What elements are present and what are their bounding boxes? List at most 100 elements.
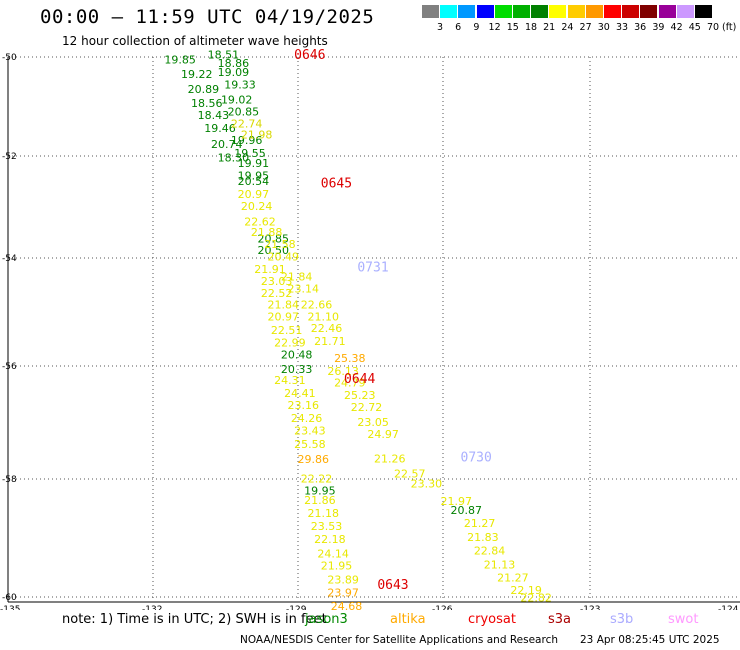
color-swatch <box>549 5 567 18</box>
data-point-label: 22.46 <box>311 322 343 335</box>
color-swatch <box>622 5 640 18</box>
data-point-label: 21.10 <box>307 310 339 323</box>
data-point-label: 19.55 <box>234 147 266 160</box>
x-tick-label: -135 <box>0 605 20 610</box>
data-point-label: 22.66 <box>301 298 333 311</box>
data-point-label: 20.85 <box>258 233 290 246</box>
data-point-label: 23.53 <box>311 520 343 533</box>
data-point-label: 19.09 <box>218 66 250 79</box>
color-swatch <box>695 5 712 18</box>
satellite-legend-jason3: jason3 <box>305 612 348 627</box>
data-point-label: 25.38 <box>334 352 366 365</box>
data-point-label: 18.86 <box>218 57 250 70</box>
data-point-label: 21.86 <box>304 494 336 507</box>
data-point-label: 19.95 <box>238 170 270 183</box>
data-point-label: 20.87 <box>451 504 483 517</box>
data-point-label: 21.95 <box>321 560 353 573</box>
data-point-label: 23.14 <box>287 283 319 296</box>
data-point-label: 19.85 <box>164 54 196 67</box>
track-time-label: 0731 <box>357 260 388 275</box>
color-swatch-label: 27 <box>579 22 592 33</box>
data-point-label: 20.33 <box>281 363 313 376</box>
color-swatch <box>658 5 676 18</box>
data-point-label: 19.22 <box>181 68 213 81</box>
data-point-label: 20.24 <box>241 200 273 213</box>
units-note: note: 1) Time is in UTC; 2) SWH is in fe… <box>62 612 327 627</box>
data-point-label: 18.43 <box>198 109 230 122</box>
data-point-label: 24.31 <box>274 374 306 387</box>
data-point-label: 29.86 <box>297 453 329 466</box>
data-point-label: 23.30 <box>411 478 443 491</box>
data-point-label: 22.99 <box>274 336 306 349</box>
data-point-label: 23.43 <box>294 424 326 437</box>
wave-height-plot: -50 -52 -54 -56 -58 -60 -135 -132 -129 -126 -123 -1… <box>0 48 740 610</box>
color-swatch-label: 45 <box>688 22 701 33</box>
satellite-legend-altika: altika <box>390 612 426 627</box>
data-point-label: 20.97 <box>268 310 300 323</box>
footer-credit: NOAA/NESDIS Center for Satellite Applica… <box>240 634 558 646</box>
y-tick-label: -56 <box>2 362 17 372</box>
color-swatch-label: 21 <box>543 22 556 33</box>
color-scale-unit: (ft) <box>722 22 737 33</box>
data-point-label: 24.26 <box>291 412 323 425</box>
data-point-label: 22.74 <box>231 118 263 131</box>
data-point-label: 23.89 <box>327 574 359 587</box>
data-point-label: 22.52 <box>261 287 293 300</box>
data-point-label: 20.97 <box>238 188 270 201</box>
data-point-label: 21.84 <box>268 298 300 311</box>
data-point-label: 25.23 <box>344 389 376 402</box>
y-tick-label: -50 <box>2 53 17 63</box>
data-point-label: 21.98 <box>241 128 273 141</box>
data-point-label: 23.16 <box>287 399 319 412</box>
data-point-label: 26.13 <box>327 365 359 378</box>
x-tick-label: -123 <box>580 605 600 610</box>
data-point-label: 18.51 <box>208 49 240 62</box>
y-tick-label: -52 <box>2 152 17 162</box>
color-swatch-label: 6 <box>455 22 462 33</box>
track-time-label: 0645 <box>321 176 352 191</box>
data-point-label: 21.27 <box>464 517 496 530</box>
x-tick-label: -124 <box>718 605 739 610</box>
color-swatch-label: 12 <box>488 22 501 33</box>
data-point-label: 20.48 <box>281 348 313 361</box>
data-point-label: 21.83 <box>467 531 499 544</box>
color-swatch-label: 33 <box>615 22 629 33</box>
color-swatch <box>585 5 603 18</box>
color-swatch-label: 30 <box>597 22 610 33</box>
satellite-legend-swot: swot <box>668 612 699 627</box>
data-point-label: 22.19 <box>510 584 542 597</box>
color-swatch-label: 15 <box>506 22 519 33</box>
y-tick-label: -54 <box>2 254 17 264</box>
color-swatch <box>513 5 530 18</box>
data-point-label: 23.97 <box>327 587 359 600</box>
x-tick-label: -126 <box>432 605 453 610</box>
data-point-label: 25.58 <box>294 438 326 451</box>
data-point-label: 19.91 <box>238 157 270 170</box>
data-point-label: 20.74 <box>211 138 243 151</box>
color-swatch <box>676 5 694 18</box>
data-point-label: 19.95 <box>304 485 336 498</box>
color-swatch <box>567 5 585 18</box>
color-swatch <box>476 5 494 18</box>
color-swatch <box>494 5 512 18</box>
y-tick-label: -58 <box>2 475 17 485</box>
color-swatch-label: 18 <box>524 22 538 33</box>
data-point-label: 18.30 <box>218 151 250 164</box>
track-time-label: 0730 <box>461 451 492 466</box>
data-point-label: 22.18 <box>314 533 346 546</box>
data-point-label: 21.13 <box>484 559 516 572</box>
satellite-legend-s3a: s3a <box>548 612 572 627</box>
color-swatch <box>604 5 621 18</box>
color-swatch-label: 24 <box>561 22 574 33</box>
data-point-label: 22.84 <box>474 544 506 557</box>
color-swatch <box>531 5 549 18</box>
data-point-label: 22.82 <box>520 592 552 605</box>
color-swatch <box>422 5 439 18</box>
footer-date: 23 Apr 08:25:45 UTC 2025 <box>580 634 720 646</box>
color-swatch <box>458 5 476 18</box>
track-time-label: 0644 <box>344 372 375 387</box>
track-time-label: 0646 <box>294 48 325 63</box>
data-point-label: 20.49 <box>268 251 300 264</box>
y-tick-label: -60 <box>2 593 17 603</box>
track-time-label: 0643 <box>377 578 408 593</box>
